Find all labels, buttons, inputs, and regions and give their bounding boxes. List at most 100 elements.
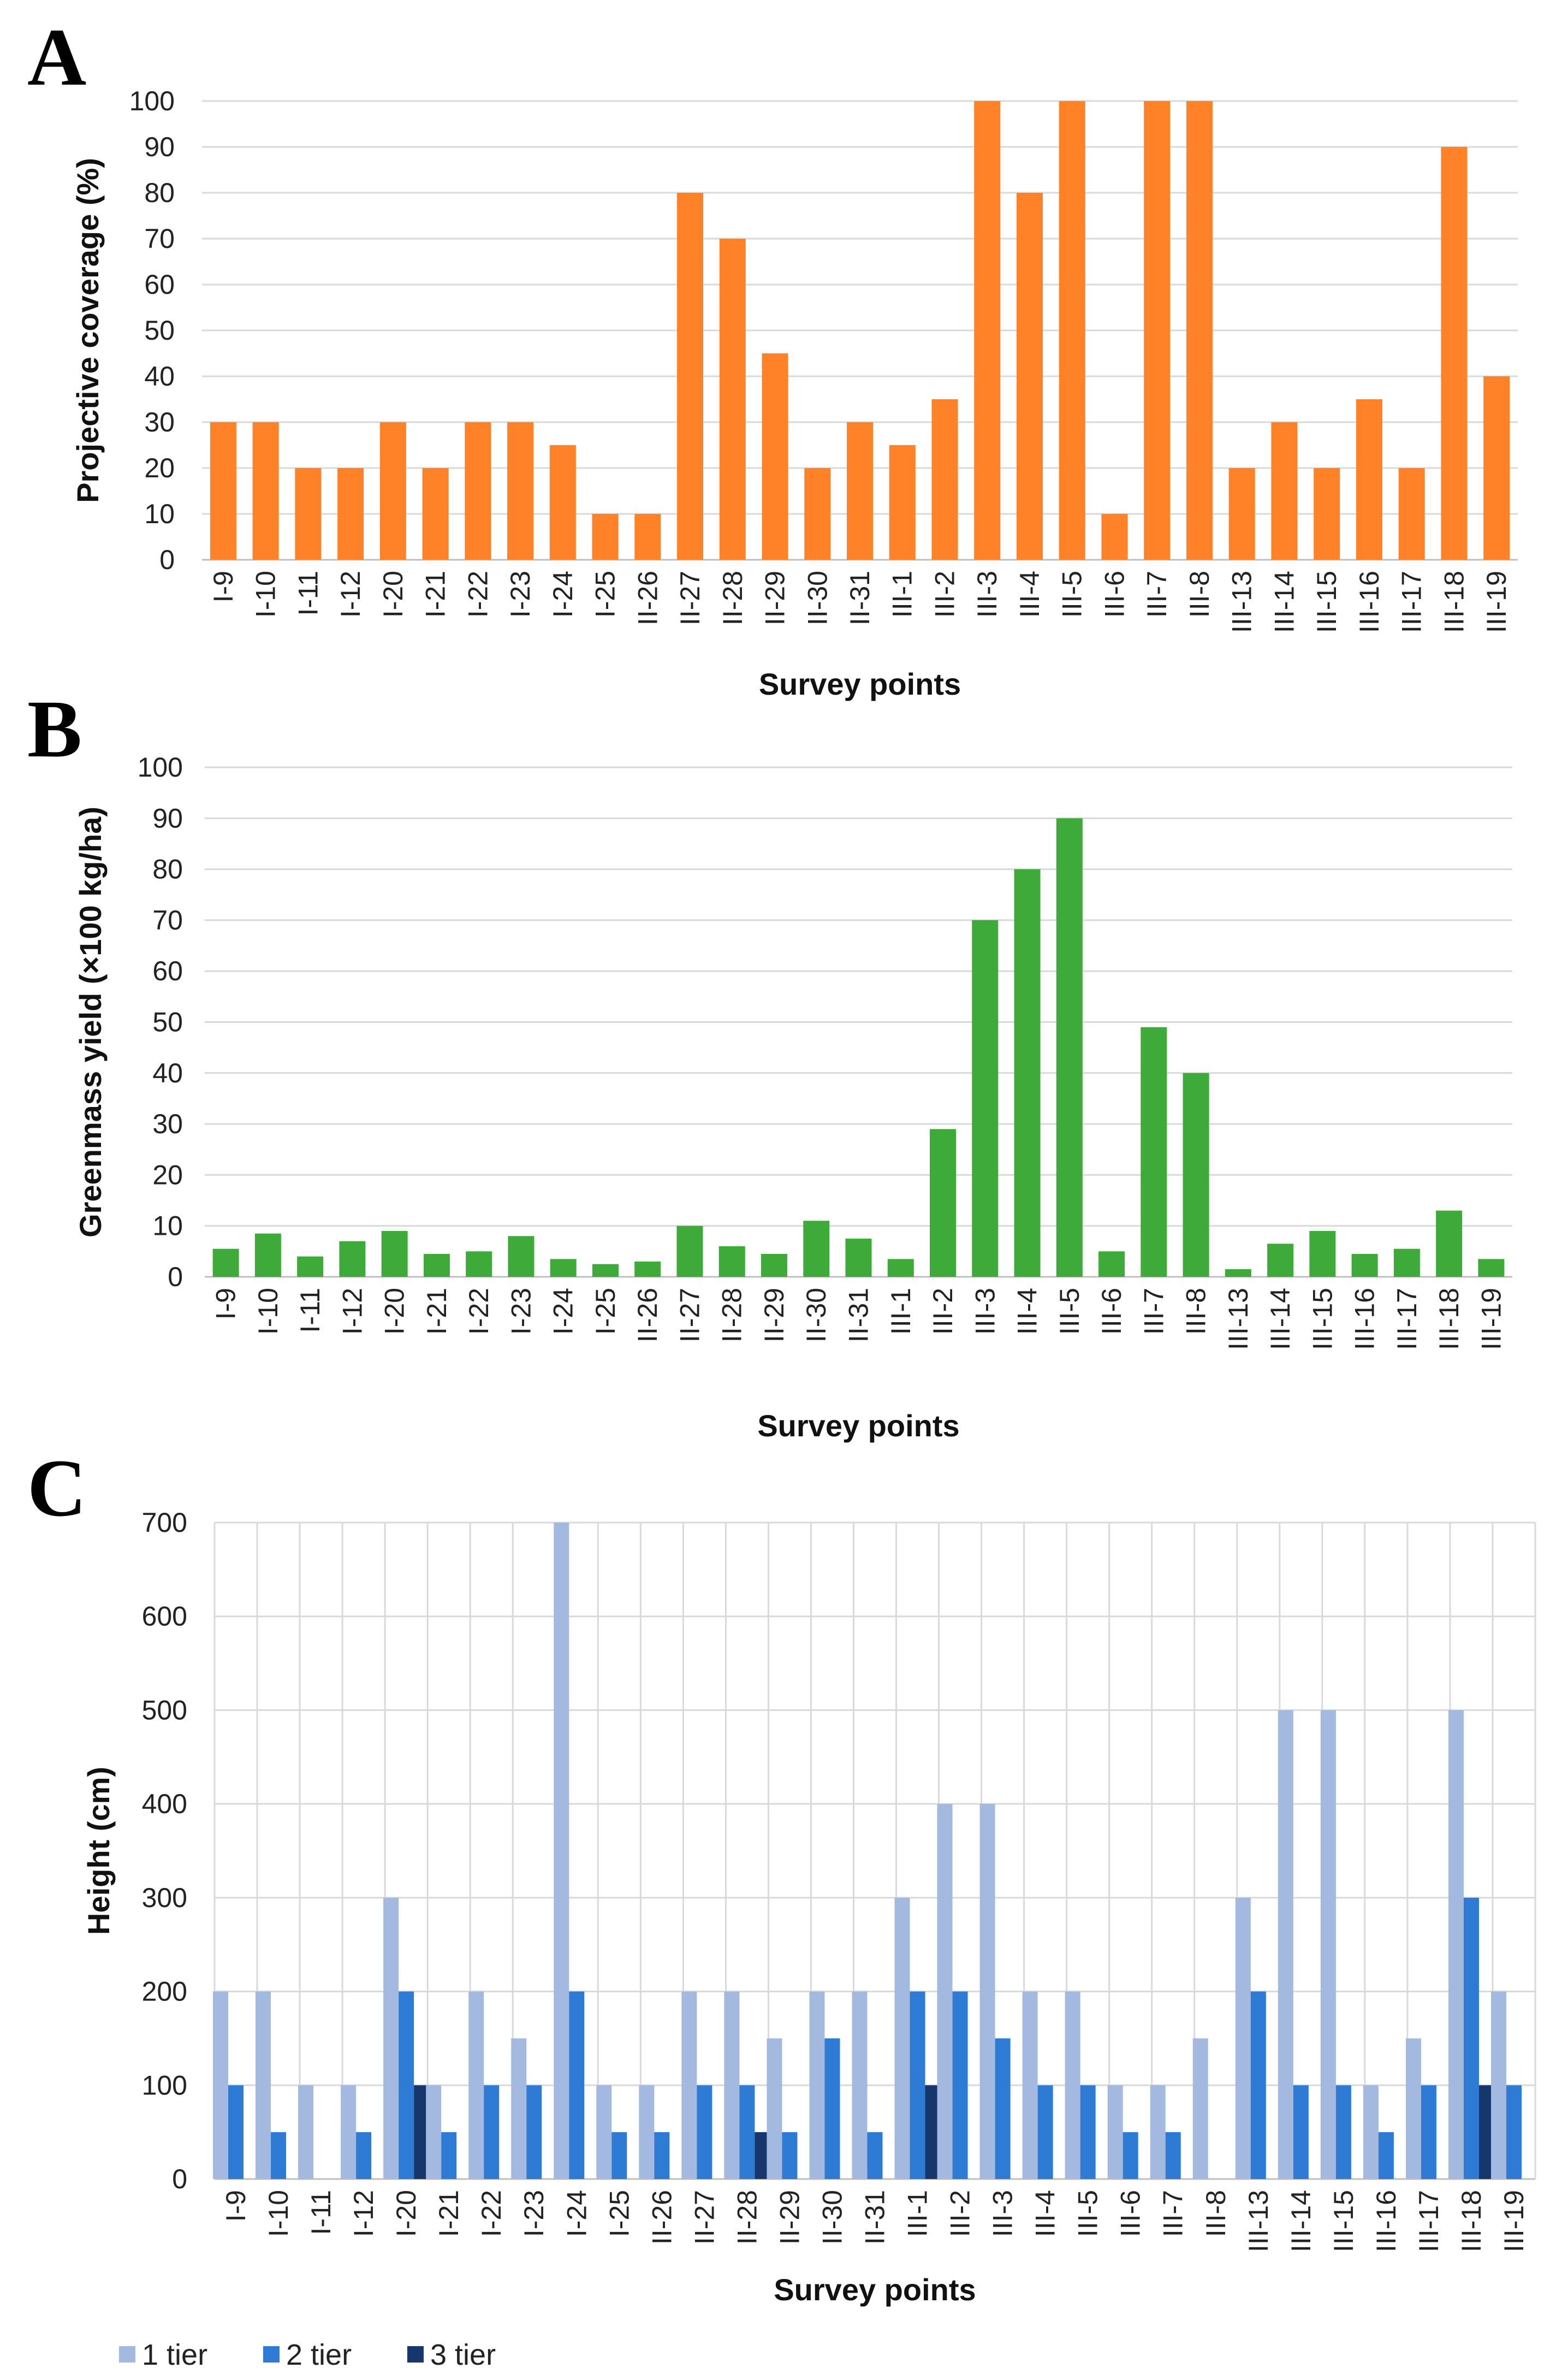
panel-a-y-tick-label: 100 [129,86,175,116]
panel-a-x-tick-label: III-7 [1142,571,1172,618]
panel-b-bar [972,920,999,1277]
panel-c-bar [1335,2085,1351,2179]
panel-a-x-tick-label: I-25 [590,571,621,618]
panel-c-bar [441,2132,457,2179]
panel-a-bar [1186,101,1213,560]
panel-c-bar [484,2085,500,2179]
panel-b-bar [845,1239,872,1277]
panel-b-y-tick-label: 0 [168,1262,183,1292]
panel-a-bar [1271,422,1298,560]
panel-c-legend-label: 3 tier [430,2338,496,2371]
panel-b-x-tick-label: I-12 [337,1288,367,1335]
panel-a-bar [1016,193,1043,560]
panel-c-bar [979,1804,995,2179]
panel-a-bar [974,101,1001,560]
panel-letter-a: A [27,12,86,103]
panel-c-x-tick-label: III-18 [1456,2190,1487,2252]
panel-c-bar [867,2132,883,2179]
panel-c-legend-swatch [263,2346,280,2363]
panel-b-x-tick-label: II-27 [674,1288,705,1342]
panel-c-x-tick-label: III-16 [1371,2190,1401,2252]
panel-c-bar [681,1991,697,2179]
panel-c-x-tick-label: II-26 [646,2190,677,2245]
panel-c-bar [1448,1710,1464,2179]
panel-b-bar [1267,1244,1294,1277]
panel-b-bar [1225,1269,1251,1277]
panel-c-x-tick-label: I-21 [433,2190,464,2237]
panel-c-bar [596,2085,612,2179]
panel-a-x-tick-label: I-20 [378,571,408,618]
panel-a-x-tick-label: I-23 [505,571,536,618]
panel-c: C 0 100 200 300 400 500 600 700 I-9 I-10 I-11 I-12 I… [27,1443,1536,2371]
panel-b-x-tick-label: I-23 [506,1288,536,1335]
panel-a-y-tick-label: 90 [144,132,175,162]
panel-c-bar [809,1991,825,2179]
panel-c-bar [1463,1897,1479,2179]
panel-b-bar [1393,1248,1420,1277]
panel-b-x-tick-label: I-10 [253,1288,283,1335]
panel-c-bar [1037,2085,1053,2179]
panel-a-x-tick-label: III-1 [887,571,918,618]
panel-c-x-tick-label: I-24 [561,2190,592,2237]
panel-a-bar [422,468,449,560]
panel-a-bar [1228,468,1255,560]
panel-c-bar [1122,2132,1138,2179]
panel-c-bar [511,2038,527,2179]
panel-c-x-tick-label: I-25 [604,2190,634,2237]
panel-b-bar [466,1251,492,1277]
panel-a-bar [379,422,406,560]
panel-c-x-tick-label: III-17 [1413,2190,1444,2252]
panel-a-bar [592,514,619,560]
panel-c-bar [639,2085,655,2179]
panel-c-x-tick-label: II-30 [817,2190,847,2245]
panel-c-bar [256,1991,271,2179]
panel-a-x-tick-label: I-10 [251,571,281,618]
panel-b-bar [1309,1231,1336,1277]
panel-a-y-tick-label: 70 [144,223,175,254]
panel-c-x-tick-label: I-11 [306,2190,336,2235]
panel-a-bar [762,353,788,560]
panel-a-x-tick-label: III-13 [1227,571,1257,633]
panel-a-bar [252,422,279,560]
panel-c-legend-swatch [407,2346,424,2363]
panel-a-x-tick-label: III-18 [1439,571,1469,633]
panel-c-bar [910,1991,925,2179]
panel-c-y-tick-label: 500 [142,1695,187,1725]
panel-c-x-tick-label: III-15 [1328,2190,1359,2252]
panel-c-bar [1235,1897,1251,2179]
panel-b-x-tick-label: III-5 [1054,1288,1085,1335]
panel-b-x-tick-label: III-16 [1350,1288,1380,1350]
panel-b-x-axis-title: Survey points [757,1408,959,1443]
panel-a-x-tick-label: II-27 [675,571,705,625]
panel-c-y-tick-label: 200 [142,1976,187,2007]
panel-a-x-tick-label: III-3 [972,571,1002,618]
panel-b-bar [1478,1259,1505,1277]
panel-a-x-tick-label: I-11 [293,571,323,615]
panel-b-bar [550,1259,577,1277]
panel-c-bar [1022,1991,1038,2179]
panel-a-y-tick-label: 40 [144,361,175,392]
panel-b-x-tick-label: III-4 [1012,1288,1043,1335]
panel-c-x-tick-label: III-4 [1030,2190,1061,2237]
panel-c-bar [1363,2085,1379,2179]
panel-b-x-tick-label: I-22 [464,1288,494,1335]
panel-b-bar [339,1241,366,1277]
panel-c-bar [383,1897,399,2179]
panel-c-x-tick-label: III-5 [1073,2190,1103,2237]
panel-c-bar [569,1991,585,2179]
panel-a-y-tick-label: 60 [144,269,175,300]
panel-c-bar [468,1991,484,2179]
panel-a-y-tick-label: 50 [144,315,175,346]
panel-a-x-tick-label: III-6 [1099,571,1130,618]
panel-c-x-tick-label: III-19 [1499,2190,1529,2252]
panel-a-bar [1059,101,1085,560]
panel-c-x-tick-label: I-20 [391,2190,421,2237]
panel-c-bar [1490,1991,1506,2179]
panel-c-bar [1378,2132,1394,2179]
panel-c-y-axis-title: Height (cm) [81,1767,116,1935]
panel-c-x-tick-label: I-10 [263,2190,294,2237]
panel-a-x-tick-label: III-19 [1481,571,1512,633]
panel-c-x-tick-label: III-3 [988,2190,1018,2237]
panel-b-y-axis-title: Greenmass yield (×100 kg/ha) [73,807,108,1238]
